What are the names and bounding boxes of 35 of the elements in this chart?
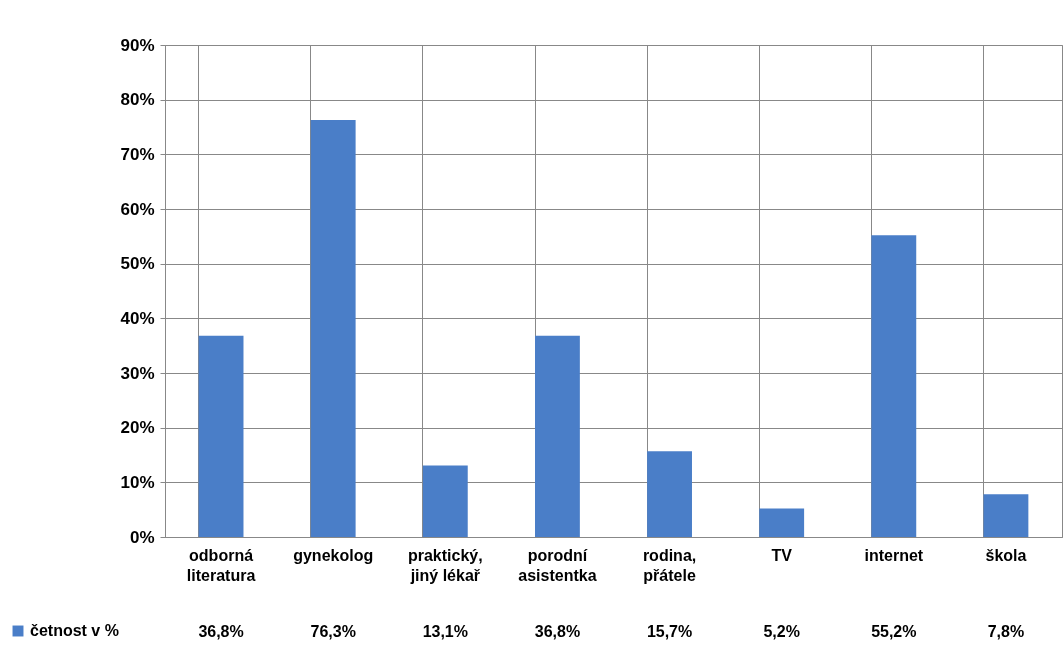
x-tick-label: odborná literatura [186, 546, 256, 584]
bar [535, 335, 580, 537]
y-tick-label: 90% [120, 35, 155, 55]
x-tick-label: škola [985, 546, 1027, 564]
legend-label: četnost v % [30, 622, 119, 639]
bar [198, 335, 244, 537]
data-label: 15,7% [646, 623, 693, 640]
bar [310, 119, 356, 537]
data-label: 13,1% [422, 623, 468, 640]
data-label: 55,2% [871, 623, 917, 640]
y-tick-label: 80% [120, 90, 155, 110]
y-tick-label: 60% [120, 199, 155, 219]
y-tick-label: 10% [120, 472, 155, 492]
data-label: 76,3% [310, 623, 356, 640]
y-tick-label: 20% [120, 418, 155, 438]
data-label: 7,8% [987, 623, 1025, 640]
bar [647, 451, 692, 537]
x-tick-label: gynekolog [293, 546, 374, 564]
bar [759, 508, 805, 537]
y-tick-label: 0% [129, 527, 155, 547]
bar [422, 465, 468, 537]
bar [871, 235, 917, 537]
bar [983, 494, 1029, 537]
data-label: 36,8% [534, 623, 581, 640]
x-tick-label: rodina, přátele [642, 546, 697, 584]
y-tick-label: 30% [120, 363, 155, 383]
y-tick-label: 40% [120, 308, 155, 328]
y-tick-label: 70% [120, 144, 155, 164]
x-tick-label: porodní asistentka [518, 546, 597, 584]
x-tick-label: internet [864, 546, 924, 564]
data-label: 5,2% [763, 623, 800, 640]
x-tick-label: praktický, jiný lékař [407, 546, 483, 584]
data-label: 36,8% [198, 623, 244, 640]
x-tick-label: TV [771, 546, 793, 564]
y-tick-label: 50% [120, 254, 155, 274]
